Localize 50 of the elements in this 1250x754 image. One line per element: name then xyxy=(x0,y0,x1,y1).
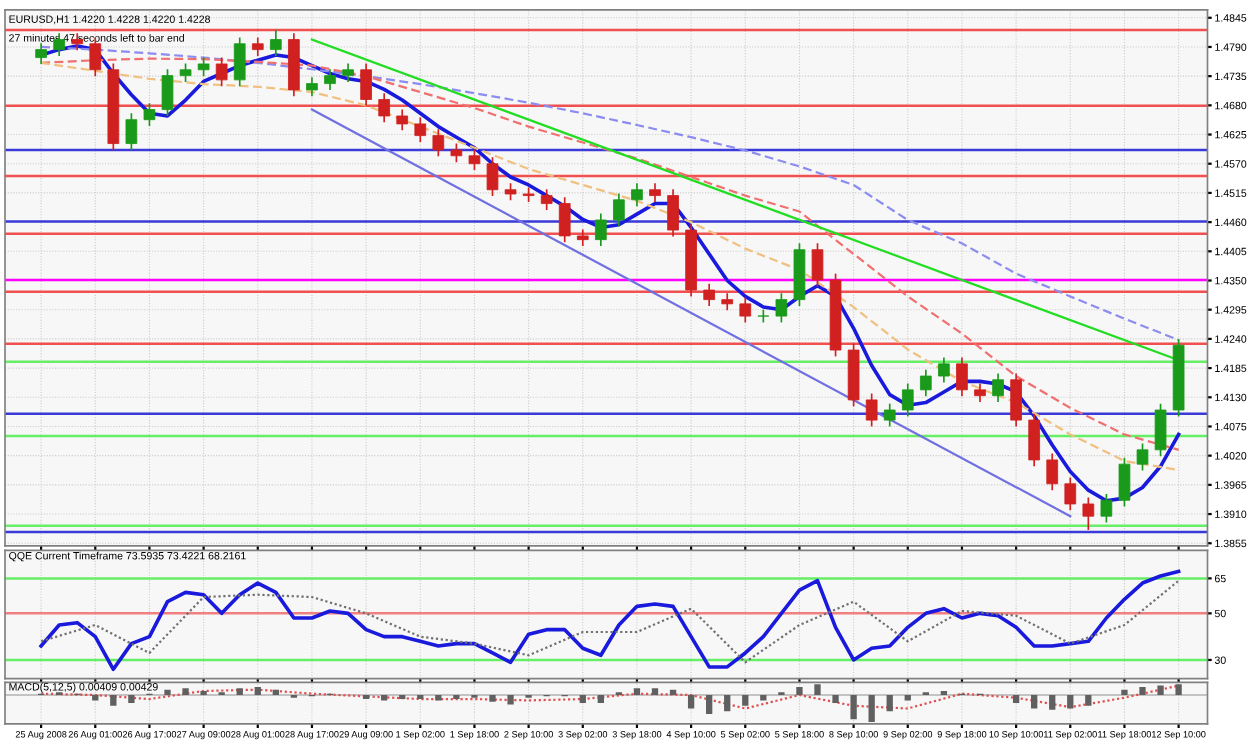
candlestick xyxy=(811,242,824,288)
candlestick xyxy=(558,196,571,244)
candlestick xyxy=(378,92,390,124)
candlestick xyxy=(161,68,174,117)
candlestick xyxy=(901,382,914,418)
candlestick xyxy=(1154,402,1167,458)
candlestick xyxy=(920,368,932,398)
candlestick xyxy=(649,182,661,203)
candlestick xyxy=(956,356,968,398)
candlestick xyxy=(1046,452,1059,491)
candlestick xyxy=(974,382,986,403)
candlestick xyxy=(667,188,679,238)
candlestick xyxy=(883,402,896,428)
candlestick xyxy=(613,192,625,228)
candlestick xyxy=(1136,442,1149,472)
candlestick xyxy=(992,372,1004,403)
candlestick xyxy=(865,392,878,428)
candlestick xyxy=(143,102,156,127)
candlestick xyxy=(1082,496,1095,531)
candlestick xyxy=(360,62,372,107)
candlestick xyxy=(703,282,715,307)
candlestick xyxy=(414,116,427,143)
candlestick xyxy=(1118,456,1131,508)
candlestick xyxy=(324,68,336,91)
candlestick xyxy=(125,112,138,151)
candlestick xyxy=(775,292,788,324)
candlestick xyxy=(306,76,318,98)
candlestick xyxy=(1064,476,1077,512)
candlestick xyxy=(938,356,950,384)
candlestick xyxy=(486,156,499,197)
line-series xyxy=(40,45,1180,342)
candlestick xyxy=(468,148,481,171)
candlestick xyxy=(1100,493,1113,524)
candlestick xyxy=(540,188,553,211)
candlestick xyxy=(342,62,354,83)
candlestick xyxy=(595,212,607,247)
candlestick xyxy=(1010,372,1022,428)
candlestick xyxy=(1028,412,1040,468)
candlestick xyxy=(233,36,246,88)
candlestick xyxy=(215,56,228,88)
candlestick xyxy=(251,36,264,57)
candlestick xyxy=(197,56,210,77)
candlestick xyxy=(450,142,463,163)
candlestick xyxy=(396,108,409,132)
candlestick xyxy=(631,182,643,208)
candlestick xyxy=(35,42,47,65)
candlestick xyxy=(432,128,445,158)
candlestick xyxy=(270,29,282,57)
candlestick xyxy=(739,296,752,324)
candlestick xyxy=(179,62,192,83)
